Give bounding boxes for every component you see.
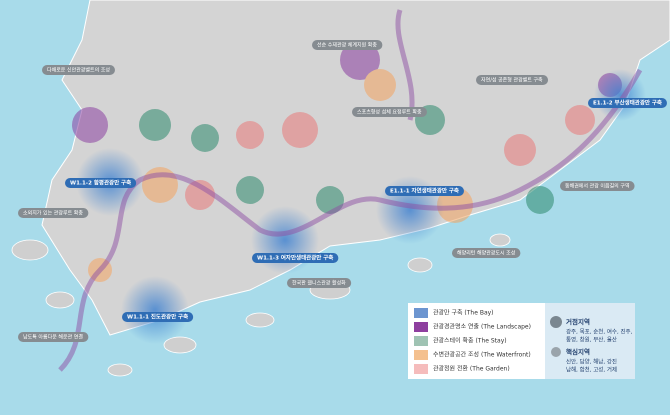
callout-bg: [18, 208, 89, 218]
legend-swatch: [414, 336, 428, 346]
core-icon: [550, 316, 562, 328]
callout-bg: [18, 332, 89, 342]
core-title: 거점지역: [566, 317, 590, 326]
key-regions: 남해, 합천, 고성, 거제: [566, 366, 617, 374]
callout-bg: [287, 278, 352, 288]
callout-bg: [452, 248, 521, 258]
callout: 소외지가 있는 관광루트 확충: [23, 210, 83, 217]
bay-label-bg: [385, 186, 464, 196]
callout: 한국판 웰니스관광 활성화: [292, 280, 346, 287]
bay-label-bg: [588, 98, 667, 108]
legend-label: 관광경관명소 연출 (The Landscape): [433, 323, 531, 331]
core-regions: 광주, 목포, 순천, 여수, 진주,: [566, 328, 633, 336]
callout-bg: [42, 65, 115, 75]
legend-label: 관광만 구축 (The Bay): [433, 309, 494, 317]
callout-bg: [560, 181, 635, 191]
bay-label: E1.1-1 자연생태관광만 구축: [390, 187, 459, 195]
legend-swatch: [414, 322, 428, 332]
legend-swatch: [414, 308, 428, 318]
callout-bg: [352, 107, 427, 117]
bay-label-bg: [252, 253, 339, 263]
legend-swatch: [414, 350, 428, 360]
legend-label: 관광정원 전환 (The Garden): [433, 365, 510, 373]
callout: 자연/섬 공존형 관광벨트 구축: [481, 77, 543, 84]
region-legend-box: [545, 303, 635, 379]
callout: 선순 수제관광 체계지원 확충: [317, 42, 377, 49]
callout: 동해권에서 관광 이음길의 구역: [565, 183, 630, 190]
bay-label: W1.1-3 여자만생태관광만 구축: [257, 254, 333, 262]
key-icon: [551, 347, 561, 357]
key-regions: 신안, 담양, 해남, 강진: [566, 358, 617, 366]
legend-label: 수변관광공간 조성 (The Waterfront): [433, 351, 531, 359]
zones: [72, 40, 622, 282]
bay-label-bg: [65, 178, 137, 188]
callout-bg: [312, 40, 383, 50]
bay-label: W1.1-2 함평관광만 구축: [70, 179, 131, 187]
legend-box: [408, 303, 545, 379]
bay-label-bg: [122, 312, 194, 322]
callout: 스포츠형성 섬체 요정루트 확충: [357, 109, 422, 116]
callout-bg: [476, 75, 549, 85]
callout: 남도특 아름다운 해운관 연결: [23, 334, 83, 341]
bay-label: E1.1-2 부산생태관광만 구축: [593, 99, 662, 107]
callout: 다채로운 신안관광벨트의 조성: [47, 67, 110, 74]
route: [58, 9, 643, 372]
key-title: 핵심지역: [566, 347, 590, 356]
bay-label: W1.1-1 진도관광만 구축: [127, 313, 188, 321]
legend-label: 관광스테이 확충 (The Stay): [433, 337, 507, 345]
core-regions: 통영, 창원, 부산, 울산: [566, 336, 617, 344]
legend-swatch: [414, 364, 428, 374]
callout: 해양리턴 해양관광도시 조성: [457, 250, 515, 257]
